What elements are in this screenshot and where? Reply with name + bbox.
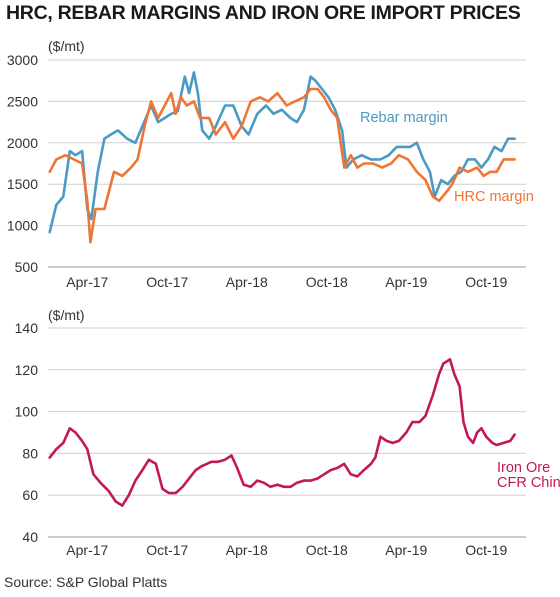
y-tick-label: 3000 xyxy=(7,52,38,68)
panel-iron-ore: ($/mt) 40 60 80 100 120 140 Apr-17 Oct-17 Apr-18 O… xyxy=(15,307,560,558)
y-tick-label: 60 xyxy=(22,487,38,503)
y-tick-label: 80 xyxy=(22,445,38,461)
panel-margins: ($/mt) 500 1000 1500 2000 2500 3000 Apr-17 Oct-1… xyxy=(7,38,534,290)
unit-label: ($/mt) xyxy=(48,307,85,323)
y-tick-label: 100 xyxy=(15,404,39,420)
y-tick-label: 1000 xyxy=(7,218,38,234)
chart-title: HRC, REBAR MARGINS AND IRON ORE IMPORT P… xyxy=(6,2,521,24)
x-tick-label: Oct-17 xyxy=(146,542,188,558)
series-label: Rebar margin xyxy=(360,110,448,126)
y-tick-label: 40 xyxy=(22,529,38,545)
y-tick-label: 2000 xyxy=(7,135,38,151)
y-tick-label: 1500 xyxy=(7,176,38,192)
x-tick-label: Apr-17 xyxy=(66,274,108,290)
y-tick-label: 140 xyxy=(15,320,39,336)
x-tick-label: Apr-19 xyxy=(385,542,427,558)
x-tick-label: Oct-19 xyxy=(465,274,507,290)
series-line-hrc-margin xyxy=(48,87,516,244)
source-note: Source: S&P Global Platts xyxy=(4,574,168,590)
series-line-iron-ore-cfr-china xyxy=(48,358,516,507)
x-tick-label: Apr-19 xyxy=(385,274,427,290)
x-tick-label: Oct-17 xyxy=(146,274,188,290)
series-line-rebar-margin xyxy=(48,71,516,234)
x-tick-label: Apr-18 xyxy=(226,274,268,290)
series-label: HRC margin xyxy=(454,189,534,205)
x-tick-label: Apr-17 xyxy=(66,542,108,558)
y-tick-label: 2500 xyxy=(7,93,38,109)
unit-label: ($/mt) xyxy=(48,38,85,54)
x-tick-label: Oct-19 xyxy=(465,542,507,558)
x-tick-label: Apr-18 xyxy=(226,542,268,558)
x-tick-label: Oct-18 xyxy=(306,274,348,290)
x-tick-label: Oct-18 xyxy=(306,542,348,558)
y-tick-label: 120 xyxy=(15,362,39,378)
y-tick-label: 500 xyxy=(15,259,39,275)
